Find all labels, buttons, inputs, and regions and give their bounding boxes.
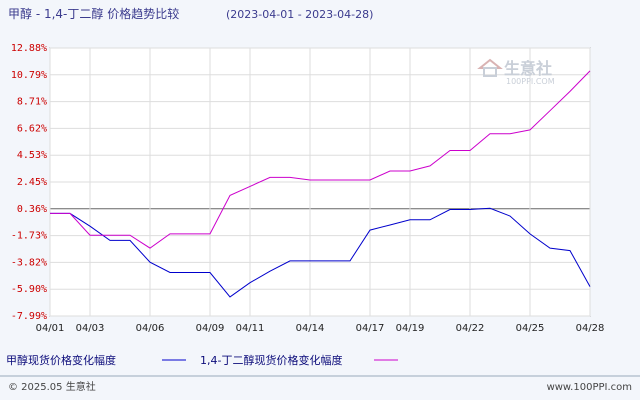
- footer-copyright: © 2025.05 生意社: [8, 380, 96, 393]
- y-tick-label: 12.88%: [11, 43, 47, 54]
- y-tick-label: 4.53%: [17, 150, 47, 161]
- watermark-url: 100PPI.COM: [506, 77, 555, 86]
- watermark-text: 生意社: [504, 59, 552, 78]
- footer-url: www.100PPI.com: [547, 382, 632, 393]
- x-tick-label: 04/03: [76, 323, 105, 334]
- watermark-logo: 生意社 100PPI.COM: [477, 58, 555, 86]
- x-tick-label: 04/22: [456, 323, 485, 334]
- chart-date-range: (2023-04-01 - 2023-04-28): [226, 8, 373, 21]
- y-axis-ticks: 12.88% 10.79% 8.71% 6.62% 4.53% 2.45% 0.36% -1.…: [11, 43, 47, 322]
- x-tick-label: 04/25: [516, 323, 545, 334]
- x-tick-label: 04/17: [356, 323, 385, 334]
- grid-lines: [49, 47, 591, 317]
- x-tick-label: 04/11: [236, 323, 265, 334]
- x-tick-label: 04/01: [36, 323, 65, 334]
- y-tick-label: 2.45%: [17, 177, 47, 188]
- x-tick-label: 04/14: [296, 323, 325, 334]
- x-axis-ticks: 04/01 04/03 04/06 04/09 04/11 04/14 04/17 04/19…: [36, 323, 605, 334]
- x-tick-label: 04/19: [396, 323, 425, 334]
- series-line-1: [50, 207, 591, 298]
- y-tick-label: 10.79%: [11, 70, 47, 81]
- y-tick-label: -5.90%: [11, 284, 47, 295]
- legend-label-series-2: 1,4-丁二醇现货价格变化幅度: [200, 353, 342, 367]
- x-tick-label: 04/09: [196, 323, 225, 334]
- y-tick-label: -3.82%: [11, 257, 47, 268]
- chart-title: 甲醇 - 1,4-丁二醇 价格趋势比较: [8, 6, 179, 21]
- y-tick-label: 8.71%: [17, 97, 47, 108]
- x-tick-label: 04/28: [576, 323, 605, 334]
- x-tick-label: 04/06: [136, 323, 165, 334]
- y-tick-label: -1.73%: [11, 231, 47, 242]
- series-lines: [50, 70, 591, 298]
- legend-label-series-1: 甲醇现货价格变化幅度: [6, 353, 116, 367]
- series-line-2: [50, 70, 591, 249]
- y-tick-label: -7.99%: [11, 311, 47, 322]
- y-tick-label: 0.36%: [17, 204, 47, 215]
- y-tick-label: 6.62%: [17, 123, 47, 134]
